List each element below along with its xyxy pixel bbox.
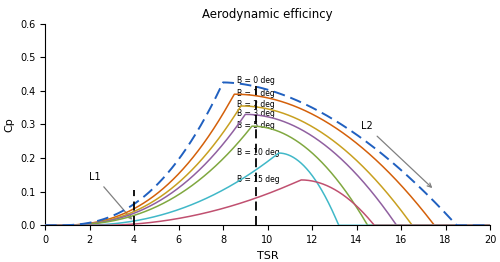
Text: B = 3 deg: B = 3 deg (238, 109, 276, 118)
X-axis label: TSR: TSR (256, 250, 278, 261)
Text: B = 0 deg: B = 0 deg (238, 76, 276, 85)
Text: L2: L2 (361, 122, 432, 187)
Text: B = 5 deg: B = 5 deg (238, 121, 276, 130)
Text: L1: L1 (90, 172, 132, 219)
Text: B = 1 deg: B = 1 deg (238, 89, 275, 98)
Y-axis label: Cp: Cp (4, 117, 15, 132)
Text: B = 10 deg: B = 10 deg (238, 148, 280, 156)
Text: B = 15 deg: B = 15 deg (238, 175, 280, 184)
Text: B = 2 deg: B = 2 deg (238, 100, 275, 110)
Title: Aerodynamic efficincy: Aerodynamic efficincy (202, 8, 333, 21)
